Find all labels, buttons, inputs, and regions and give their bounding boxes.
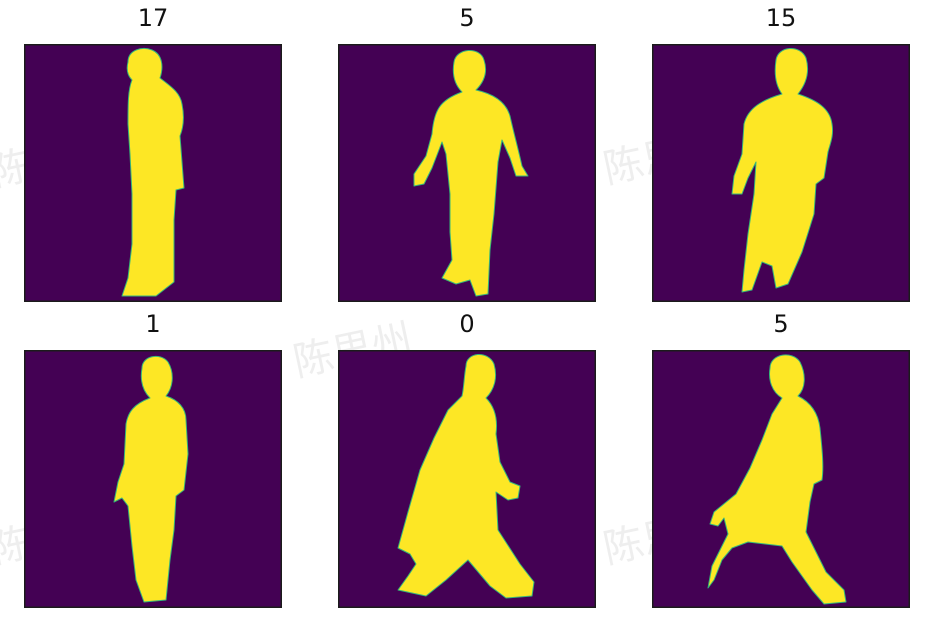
panel-title: 15 <box>765 4 797 32</box>
panel-title: 5 <box>459 4 475 32</box>
silhouette-image <box>338 350 596 608</box>
panel-title: 5 <box>773 310 789 338</box>
silhouette-image <box>652 350 910 608</box>
silhouette-image <box>24 350 282 608</box>
silhouette-image <box>24 44 282 302</box>
panel-5: 0 <box>338 310 596 608</box>
panel-3: 15 <box>652 4 910 302</box>
panel-4: 1 <box>24 310 282 608</box>
panel-6: 5 <box>652 310 910 608</box>
panel-title: 1 <box>145 310 161 338</box>
panel-title: 17 <box>137 4 169 32</box>
panel-1: 17 <box>24 4 282 302</box>
panel-2: 5 <box>338 4 596 302</box>
silhouette-image <box>338 44 596 302</box>
panel-title: 0 <box>459 310 475 338</box>
silhouette-image <box>652 44 910 302</box>
